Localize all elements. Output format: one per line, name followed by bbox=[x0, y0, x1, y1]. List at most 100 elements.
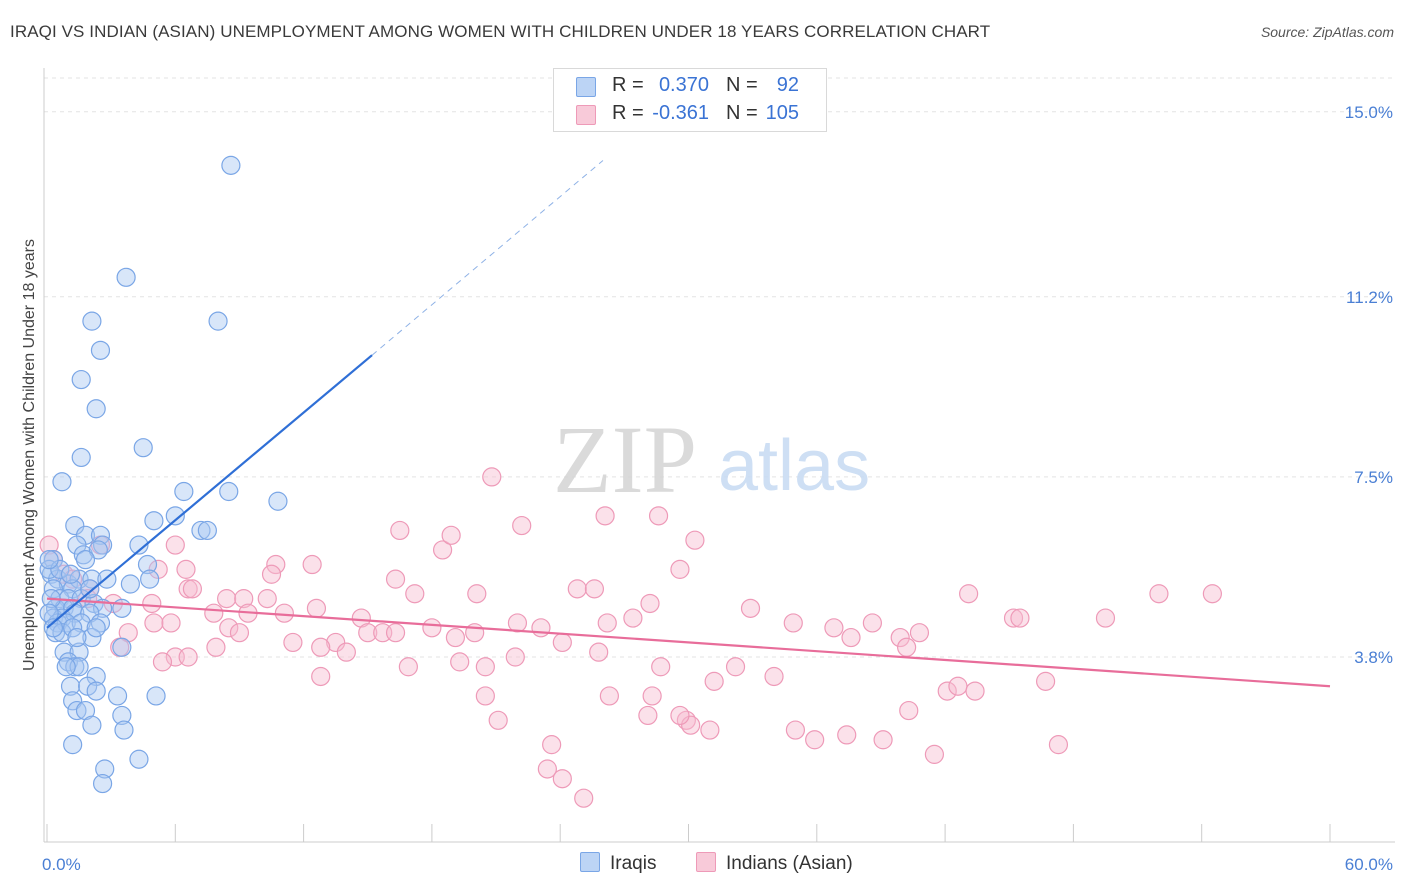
indian-point bbox=[764, 666, 784, 687]
x-tick-label: 0.0% bbox=[42, 855, 81, 874]
indian-point bbox=[1036, 671, 1056, 691]
indian-point bbox=[700, 720, 720, 740]
indian-point bbox=[873, 730, 893, 750]
indian-point bbox=[144, 613, 164, 633]
iraqi-point bbox=[63, 735, 83, 755]
indian-point bbox=[467, 584, 487, 604]
indian-point bbox=[257, 589, 277, 609]
indian-point bbox=[1003, 608, 1024, 628]
indian-point bbox=[182, 579, 203, 599]
indians-swatch bbox=[576, 105, 596, 125]
indian-point bbox=[432, 540, 453, 560]
iraqis-legend-label: Iraqis bbox=[610, 853, 657, 874]
iraqi-point bbox=[63, 691, 83, 711]
indian-point bbox=[283, 632, 303, 653]
iraqi-point bbox=[63, 618, 83, 638]
trend-lines bbox=[46, 160, 1331, 688]
indian-point bbox=[441, 525, 461, 545]
iraqi-point bbox=[60, 564, 81, 584]
indian-point bbox=[909, 623, 930, 643]
iraqi-point bbox=[129, 749, 149, 769]
indian-point bbox=[638, 705, 658, 726]
indian-point bbox=[390, 520, 410, 541]
iraqi-point bbox=[107, 686, 128, 706]
indian-point bbox=[824, 618, 844, 638]
iraqis-legend-swatch bbox=[580, 852, 600, 872]
indian-point bbox=[306, 598, 327, 618]
iraqi-point bbox=[88, 540, 108, 560]
iraqi-point bbox=[67, 627, 87, 648]
indian-point bbox=[725, 657, 746, 677]
n-value: 105 bbox=[765, 102, 799, 124]
indian-point bbox=[542, 735, 562, 755]
indian-point bbox=[597, 613, 617, 633]
y-tick-label: 7.5% bbox=[1354, 468, 1393, 487]
chart-title: IRAQI VS INDIAN (ASIAN) UNEMPLOYMENT AMO… bbox=[10, 22, 991, 41]
iraqi-point bbox=[43, 618, 64, 638]
legend-item-iraqis: Iraqis bbox=[580, 852, 656, 875]
indian-point bbox=[234, 589, 254, 609]
iraqi-point bbox=[82, 715, 102, 735]
indian-point bbox=[642, 686, 662, 706]
indian-point bbox=[899, 700, 919, 721]
indian-point bbox=[1095, 608, 1116, 628]
indian-point bbox=[505, 647, 525, 667]
indian-point bbox=[176, 559, 196, 579]
iraqi-point bbox=[56, 657, 76, 677]
iraqi-point bbox=[208, 311, 228, 331]
iraqi-point bbox=[92, 598, 113, 618]
indian-point bbox=[805, 730, 825, 750]
iraqi-point bbox=[86, 681, 106, 701]
indian-point bbox=[39, 535, 59, 555]
indians-trend-line bbox=[46, 597, 1331, 688]
indian-point bbox=[358, 623, 378, 643]
indian-point bbox=[152, 652, 173, 672]
indian-point bbox=[937, 681, 957, 701]
iraqi-point bbox=[144, 511, 164, 531]
indian-point bbox=[165, 535, 185, 555]
y-tick-label: 15.0% bbox=[1345, 103, 1393, 122]
indian-point bbox=[948, 676, 968, 696]
iraqi-point bbox=[71, 447, 91, 468]
iraqi-point bbox=[80, 579, 100, 599]
axes bbox=[43, 68, 1395, 843]
iraqi-point bbox=[197, 520, 217, 541]
indians-legend-swatch bbox=[696, 852, 716, 872]
iraqi-point bbox=[90, 340, 111, 360]
iraqi-point bbox=[86, 618, 106, 638]
iraqi-point bbox=[191, 520, 211, 541]
grid-lines bbox=[44, 77, 1395, 658]
indian-point bbox=[311, 666, 331, 687]
iraqi-point bbox=[95, 759, 115, 779]
iraqi-point bbox=[43, 550, 64, 570]
indian-point bbox=[670, 705, 690, 726]
iraqis-points bbox=[39, 155, 288, 794]
legend-row-indians: R = -0.361 N = 105 bbox=[554, 100, 826, 128]
r-label: R = bbox=[612, 102, 644, 124]
iraqi-point bbox=[112, 705, 132, 726]
indian-point bbox=[161, 613, 181, 633]
indian-point bbox=[785, 720, 806, 740]
r-value: 0.370 bbox=[658, 74, 709, 96]
iraqi-point bbox=[146, 686, 166, 706]
iraqi-point bbox=[219, 481, 239, 502]
indian-point bbox=[959, 584, 979, 604]
indian-point bbox=[704, 671, 724, 691]
iraqi-point bbox=[75, 550, 96, 570]
indian-point bbox=[512, 515, 532, 536]
indian-point bbox=[685, 530, 705, 550]
indians-legend-label: Indians (Asian) bbox=[726, 853, 853, 874]
iraqi-point bbox=[268, 491, 288, 511]
indian-point bbox=[651, 657, 671, 677]
x-tick-labels: 0.0% 60.0% bbox=[42, 855, 1393, 874]
iraqi-point bbox=[140, 569, 160, 589]
indian-point bbox=[1010, 608, 1030, 628]
indian-point bbox=[302, 554, 322, 575]
iraqi-point bbox=[82, 311, 102, 331]
indian-point bbox=[311, 637, 331, 657]
n-value: 92 bbox=[776, 74, 799, 96]
correlation-legend: R = 0.370 N = 92 R = -0.361 N = 105 bbox=[553, 68, 827, 132]
indian-point bbox=[537, 759, 557, 779]
indian-point bbox=[217, 589, 237, 609]
indian-point bbox=[965, 681, 985, 701]
